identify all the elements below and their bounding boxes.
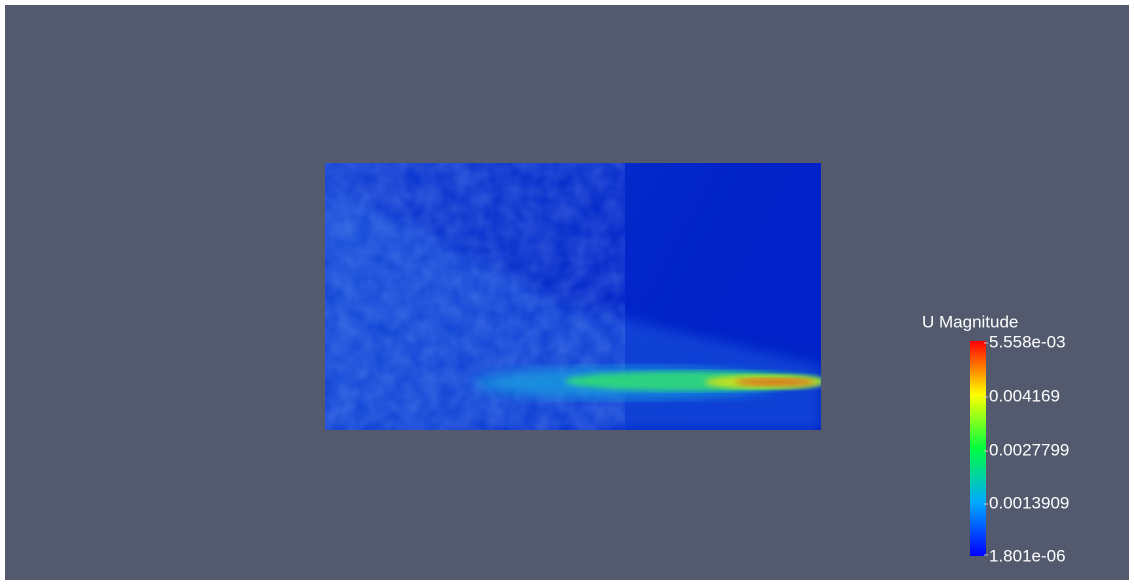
legend-label: 5.558e-03 (989, 332, 1066, 351)
page: {"colorbar": {"title": "U Magnitude", "l… (0, 0, 1134, 585)
legend-title: U Magnitude (922, 312, 1018, 331)
legend-label: 0.0013909 (989, 493, 1069, 512)
field (325, 163, 825, 430)
color-legend: U Magnitude 5.558e-03 0.004169 0.0027799… (922, 312, 1069, 565)
legend-label: 0.0027799 (989, 440, 1069, 459)
scene: U Magnitude 5.558e-03 0.004169 0.0027799… (5, 5, 1129, 580)
legend-label: 1.801e-06 (989, 546, 1066, 565)
legend-label: 0.004169 (989, 386, 1060, 405)
color-bar (970, 341, 986, 556)
render-view[interactable]: U Magnitude 5.558e-03 0.004169 0.0027799… (5, 5, 1129, 580)
